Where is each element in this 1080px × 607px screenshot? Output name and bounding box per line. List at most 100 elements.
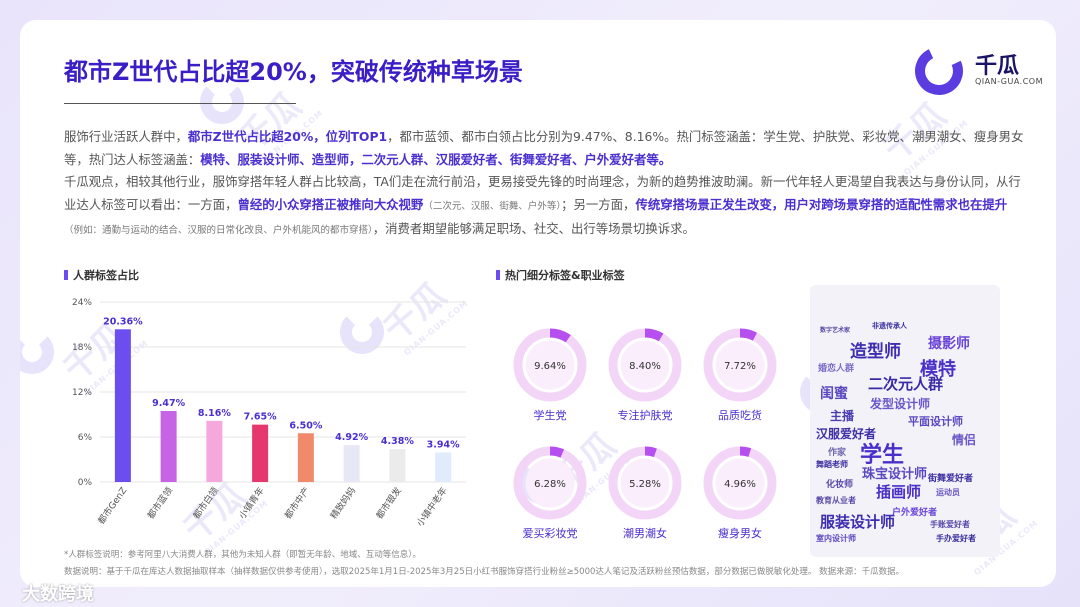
word-cloud-item: 插画师 xyxy=(876,483,922,501)
bar xyxy=(160,410,177,482)
word-cloud-item: 闺蜜 xyxy=(820,386,848,402)
word-cloud-item: 摄影师 xyxy=(928,336,970,352)
word-cloud-item: 室内设计师 xyxy=(816,534,856,543)
word-cloud-item: 非遗传承人 xyxy=(872,322,907,330)
word-cloud-item: 造型师 xyxy=(850,342,901,362)
page-title: 都市Z世代占比超20%，突破传统种草场景 xyxy=(64,58,523,86)
x-tick-label: 精致妈妈 xyxy=(328,485,358,521)
donut-slice xyxy=(513,446,587,520)
donut-category-label: 瘦身男女 xyxy=(718,526,762,540)
donut-center xyxy=(715,458,765,508)
p2-note-1: （二次元、汉服、街舞、户外等） xyxy=(423,200,562,212)
bar-value-label: 9.47% xyxy=(152,398,185,409)
donut-center xyxy=(620,458,670,508)
donut-category-label: 学生党 xyxy=(534,408,567,422)
word-cloud-item: 舞蹈老师 xyxy=(816,460,848,469)
brand-logo: 千瓜 QIAN-GUA.COM xyxy=(908,40,1045,102)
bar-value-label: 6.50% xyxy=(289,420,322,431)
donut-slice xyxy=(608,328,682,402)
y-tick-label: 12% xyxy=(72,388,92,398)
p2-text-c: ，消费者期望能够满足职场、社交、出行等场景切换诉求。 xyxy=(372,221,695,236)
donut-center xyxy=(620,340,670,390)
word-cloud: 数字艺术家 非遗传承人 造型师 摄影师 模特 婚恋人群 二次元人群 闺蜜 发型设计师 主播 平面设计… xyxy=(810,285,1000,557)
watermark-swirl-icon xyxy=(200,80,244,124)
donut-value-label: 7.72% xyxy=(724,361,756,372)
x-tick-label: 小镇中老年 xyxy=(414,485,450,529)
x-tick-label: 都市GenZ xyxy=(95,485,129,527)
bar xyxy=(389,449,406,482)
bottom-brand: 大数跨境 xyxy=(22,584,94,605)
p1-text-b: ，都市蓝领、都市白领占比分别为9.47%、8.16%。热门标签涵盖：学生党、护肤… xyxy=(64,129,1024,167)
bar-value-label: 8.16% xyxy=(198,408,231,419)
donut-slice xyxy=(608,446,682,520)
bar-chart: 0% 6% 12% 18% 24% 20.36% 都市GenZ 9.47% 都市蓝领 8.16% 都… xyxy=(72,298,466,529)
word-cloud-item: 化妆师 xyxy=(826,480,854,490)
donut-center xyxy=(525,340,575,390)
donut: 7.72% 品质吃货 xyxy=(703,328,777,422)
word-cloud-item: 学生 xyxy=(860,443,905,468)
word-cloud-item: 珠宝设计师 xyxy=(862,467,928,482)
word-cloud-item: 街舞爱好者 xyxy=(928,474,974,484)
donut-value-label: 9.64% xyxy=(534,361,566,372)
bar-chart-title: 人群标签占比 xyxy=(64,267,139,283)
bar xyxy=(114,329,131,482)
bar xyxy=(252,424,269,482)
paragraph-2: 千瓜观点，相较其他行业，服饰穿搭年轻人群占比较高，TA们走在流行前沿，更易接受先… xyxy=(64,171,1024,243)
x-tick-label: 都市蓝领 xyxy=(145,485,175,521)
donut-category-label: 品质吃货 xyxy=(718,408,762,422)
word-cloud-item: 汉服爱好者 xyxy=(816,427,877,441)
x-tick-label: 小镇青年 xyxy=(236,485,266,521)
bar xyxy=(206,420,223,482)
y-tick-label: 6% xyxy=(78,433,93,443)
donut: 5.28% 潮男潮女 xyxy=(608,446,682,540)
word-cloud-item: 发型设计师 xyxy=(870,397,931,411)
word-cloud-item: 平面设计师 xyxy=(908,415,963,428)
donut-charts: 9.64% 学生党 8.40% 专注护肤党 7.72% 品质吃货 6.28% 爱买彩妆党 5.2… xyxy=(513,328,777,540)
donut-value-label: 4.96% xyxy=(724,479,756,490)
word-cloud-item: 运动员 xyxy=(936,488,960,497)
donut-value-label: 5.28% xyxy=(629,479,661,490)
word-cloud-item: 二次元人群 xyxy=(868,375,944,393)
p2-note-2: （例如：通勤与运动的结合、汉服的日常化改良、户外机能风的都市穿搭） xyxy=(64,225,373,236)
donut-category-label: 爱买彩妆党 xyxy=(523,527,578,540)
donut-slice xyxy=(703,446,777,520)
bar-value-label: 4.92% xyxy=(335,432,368,443)
body-text: 服饰行业活跃人群中，都市Z世代占比超20%，位列TOP1，都市蓝领、都市白领占比… xyxy=(64,126,1024,243)
donut: 6.28% 爱买彩妆党 xyxy=(513,446,587,540)
p1-text-a: 服饰行业活跃人群中， xyxy=(64,129,188,144)
donut: 8.40% 专注护肤党 xyxy=(608,328,682,422)
watermark-swirl-icon xyxy=(20,330,54,374)
donut-value-label: 8.40% xyxy=(629,361,661,372)
donut-center xyxy=(715,340,765,390)
word-cloud-item: 手办爱好者 xyxy=(936,534,976,543)
donut-slice xyxy=(513,328,587,402)
donut-category-label: 专注护肤党 xyxy=(618,408,673,422)
word-cloud-item: 服装设计师 xyxy=(820,513,896,531)
bar-value-label: 3.94% xyxy=(427,439,460,450)
bar xyxy=(297,433,314,482)
donut-slice xyxy=(703,328,777,402)
word-cloud-item: 作家 xyxy=(828,448,847,458)
donut: 9.64% 学生党 xyxy=(513,328,587,422)
logo-url: QIAN-GUA.COM xyxy=(975,77,1044,86)
word-cloud-item: 户外爱好者 xyxy=(892,508,938,518)
qiangua-logo-icon xyxy=(908,40,970,102)
watermark-swirl-icon xyxy=(340,310,384,354)
p2-highlight-2: 传统穿搭场景正发生改变，用户对跨场景穿搭的适配性需求也在提升 xyxy=(635,196,1008,212)
word-cloud-item: 手账爱好者 xyxy=(930,520,970,529)
y-tick-label: 0% xyxy=(78,478,93,488)
y-tick-label: 24% xyxy=(72,298,92,308)
bar xyxy=(343,445,360,482)
paragraph-1: 服饰行业活跃人群中，都市Z世代占比超20%，位列TOP1，都市蓝领、都市白领占比… xyxy=(64,126,1024,171)
p2-text-a: 千瓜观点，相较其他行业，服饰穿搭年轻人群占比较高，TA们走在流行前沿，更易接受先… xyxy=(64,174,1021,212)
bar xyxy=(435,452,452,482)
bar-value-label: 7.65% xyxy=(244,412,277,423)
footnote-1: *人群标签说明：参考阿里八大消费人群，其他为未知人群（即暂无年龄、地域、互动等信… xyxy=(64,550,422,560)
x-tick-label: 都市中产 xyxy=(282,485,312,521)
word-cloud-item: 主播 xyxy=(830,409,855,423)
donut-section-title: 热门细分标签&职业标签 xyxy=(496,267,625,283)
x-tick-label: 都市银发 xyxy=(373,485,403,521)
donut-category-label: 潮男潮女 xyxy=(623,526,667,540)
p2-highlight-1: 曾经的小众穿搭正被推向大众视野 xyxy=(237,196,424,212)
